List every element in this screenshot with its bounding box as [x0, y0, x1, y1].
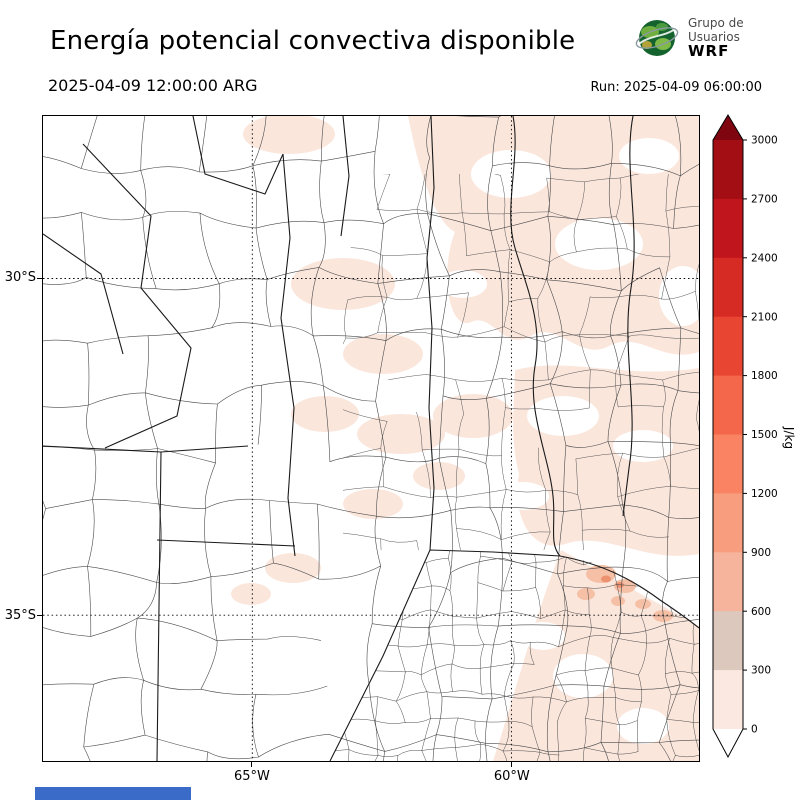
cape-medium-spot [611, 596, 625, 606]
province-boundary [192, 116, 284, 195]
province-boundary [156, 539, 296, 547]
colorbar-band [713, 198, 743, 259]
cape-shaded-patch [243, 116, 335, 154]
lon-tick [511, 762, 513, 767]
latlon-gridlines-layer [43, 116, 699, 761]
zero-cape-gap [659, 266, 699, 326]
colorbar-unit-label: J/kg [782, 426, 796, 449]
colorbar: 30002700240021001800150012009006003000J/… [712, 114, 796, 759]
zero-cape-gap [439, 270, 487, 298]
colorbar-band [713, 493, 743, 553]
department-mesh-medium [343, 174, 699, 550]
zero-cape-gap [471, 150, 551, 198]
colorbar-tick-label: 900 [751, 547, 771, 559]
logo-line2: Usuarios [688, 30, 740, 44]
zero-cape-gap [617, 708, 669, 744]
province-boundary [82, 143, 192, 449]
cape-strong-spot [601, 575, 611, 583]
colorbar-tick-label: 0 [751, 724, 758, 736]
province-boundary [329, 549, 699, 761]
lon-tick [251, 762, 253, 767]
globe-icon [635, 20, 679, 56]
department-boundaries-layer [43, 116, 699, 761]
province-boundaries-layer [43, 116, 699, 761]
cape-shaded-patch [291, 396, 359, 432]
logo: Grupo de Usuarios WRF [634, 14, 744, 60]
colorbar-tick-label: 1200 [751, 488, 778, 500]
colorbar-band [713, 257, 743, 318]
province-boundary [622, 116, 635, 517]
province-boundary [156, 451, 162, 761]
lat-tick-label: 30°S [4, 270, 36, 285]
cape-shaded-patch [357, 414, 445, 454]
colorbar-tick-label: 3000 [751, 135, 778, 147]
lon-tick-label: 60°W [493, 769, 530, 784]
cape-shaded-patch [343, 489, 403, 519]
cape-shaded-patch [413, 462, 465, 490]
province-boundary [43, 445, 249, 453]
zero-cape-gap [521, 622, 565, 650]
colorbar-tick-label: 600 [751, 606, 771, 618]
province-boundary [280, 153, 296, 557]
colorbar-band [713, 375, 743, 436]
colorbar-tick-label: 2100 [751, 311, 778, 323]
cape-map [43, 116, 699, 761]
province-boundary [43, 233, 124, 355]
map-frame [42, 115, 700, 762]
colorbar-band [713, 552, 743, 612]
logo-line3: WRF [688, 42, 730, 60]
province-boundary [426, 116, 435, 551]
lon-tick-label: 65°W [233, 769, 270, 784]
logo-line1: Grupo de [688, 16, 744, 30]
run-time-label: Run: 2025-04-09 06:00:00 [590, 80, 762, 95]
colorbar-tick-label: 1500 [751, 429, 778, 441]
zero-cape-gap [619, 138, 679, 174]
colorbar-tick-label: 2400 [751, 252, 778, 264]
cape-shaded-patch [433, 394, 513, 438]
lat-tick-label: 35°S [4, 607, 36, 623]
cape-shaded-patch [343, 334, 423, 374]
zero-cape-gap [527, 396, 599, 436]
colorbar-band [713, 434, 743, 494]
cape-shaded-patch [291, 258, 395, 310]
colorbar-band [713, 670, 743, 730]
cape-shading-layer [231, 116, 699, 761]
footer-bar [35, 787, 191, 800]
zero-cape-gap [613, 430, 673, 462]
zero-cape-gap [497, 482, 549, 510]
zero-cape-gap [553, 654, 613, 698]
cape-shaded-patch [231, 583, 271, 605]
zero-cape-gap [555, 218, 643, 270]
lat-tick [37, 277, 42, 279]
valid-time-label: 2025-04-09 12:00:00 ARG [48, 76, 258, 95]
logo-text: Grupo de Usuarios WRF [688, 16, 744, 60]
cape-shaded-region [513, 365, 699, 556]
colorbar-under-arrow [713, 729, 743, 757]
province-boundary [340, 116, 350, 237]
colorbar-tick-label: 1800 [751, 370, 778, 382]
page-title: Energía potencial convectiva disponible [50, 26, 576, 56]
department-mesh-coarse [43, 116, 699, 761]
colorbar-band [713, 140, 743, 200]
cape-shaded-patch [265, 553, 321, 583]
colorbar-band [713, 316, 743, 377]
colorbar-tick-label: 300 [751, 665, 771, 677]
colorbar-tick-label: 2700 [751, 194, 778, 206]
lat-tick [37, 615, 42, 617]
cape-medium-spot [635, 599, 651, 609]
colorbar-band [713, 611, 743, 671]
cape-medium-spot [577, 588, 595, 600]
colorbar-over-arrow [713, 115, 743, 140]
